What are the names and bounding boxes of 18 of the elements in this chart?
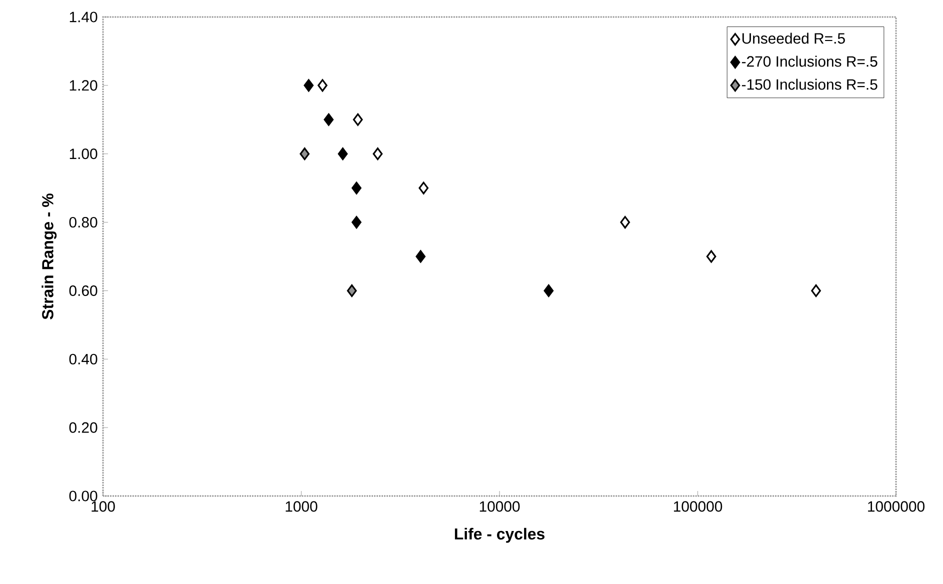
legend-label: -270 Inclusions R=.5 xyxy=(742,56,878,67)
y-tick-label: 0.60 xyxy=(69,285,98,296)
y-tick-label: 0.80 xyxy=(69,216,98,228)
x-tick-label: 100 xyxy=(92,501,115,512)
y-tick-label: 0.20 xyxy=(69,422,98,433)
x-tick-label: 1000 xyxy=(286,501,318,512)
y-axis-title: Strain Range - % xyxy=(42,194,57,320)
legend-label: -150 Inclusions R=.5 xyxy=(742,78,878,90)
x-tick-label: 100000 xyxy=(674,501,722,512)
y-tick-label: 0.00 xyxy=(69,490,98,502)
y-tick-label: 1.20 xyxy=(70,80,98,91)
y-tick-label: 1.00 xyxy=(70,148,98,160)
y-tick-label: 1.40 xyxy=(70,12,98,22)
legend-label: Unseeded R=.5 xyxy=(742,32,845,44)
x-axis-title: Life - cycles xyxy=(454,528,544,543)
x-tick-label: 10000 xyxy=(480,501,520,512)
y-tick-label: 0.40 xyxy=(69,354,98,364)
x-tick-label: 1000000 xyxy=(868,501,924,512)
